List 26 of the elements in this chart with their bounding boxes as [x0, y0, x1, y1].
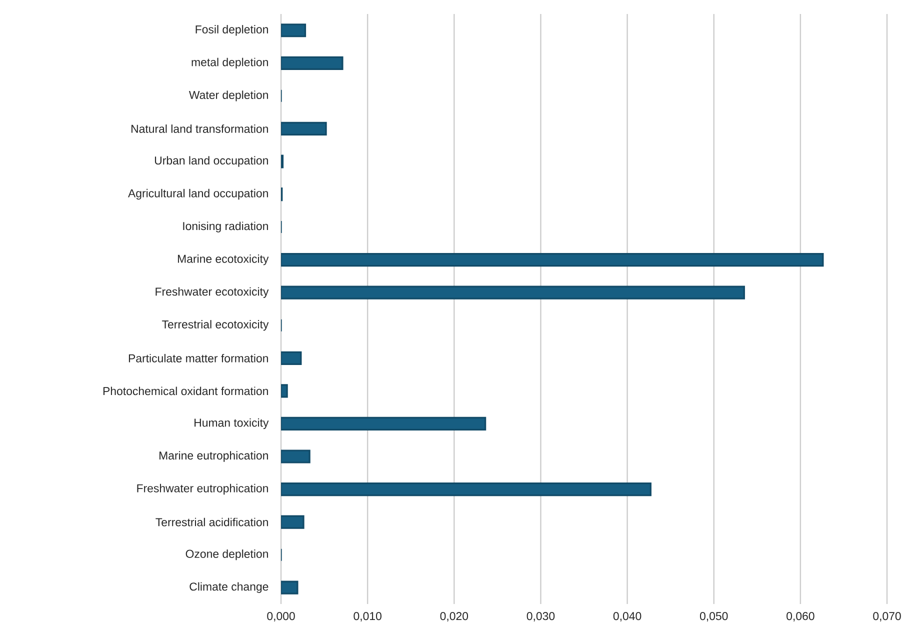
x-tick-label: 0,030: [526, 612, 555, 622]
y-tick-label: Terrestrial ecotoxicity: [162, 320, 269, 331]
y-tick-label: Urban land occupation: [154, 156, 268, 167]
y-tick-label: Terrestrial acidification: [156, 518, 268, 526]
x-tick-label: 0,040: [613, 612, 642, 622]
y-tick-label: Water depletion: [188, 90, 268, 102]
y-tick-label: Natural land transformation: [131, 124, 268, 133]
y-tick-label: Particulate matter formation: [128, 354, 268, 362]
y-tick-label: Freshwater eutrophication: [137, 484, 268, 495]
y-tick-label: Agricultural land occupation: [128, 188, 268, 200]
y-tick-label: Ionising radiation: [183, 222, 268, 232]
x-tick-label: 0,010: [354, 612, 382, 622]
x-tick-label: 0,000: [267, 612, 295, 622]
y-tick-label: Human toxicity: [194, 418, 269, 430]
y-tick-label: Marine ecotoxicity: [178, 254, 269, 266]
y-tick-label: Fosil depletion: [196, 25, 268, 36]
y-tick-label: Ozone depletion: [186, 549, 268, 560]
y-tick-label: Freshwater ecotoxicity: [156, 287, 269, 298]
y-tick-label: Photochemical oxidant formation: [103, 386, 268, 396]
y-tick-label: Marine eutrophication: [159, 451, 268, 462]
x-tick-label: 0,060: [786, 612, 814, 622]
x-tick-label: 0,020: [440, 612, 468, 622]
y-tick-label: Climate change: [190, 582, 268, 593]
x-tick-label: 0,050: [700, 612, 728, 622]
y-tick-label: metal depletion: [192, 58, 268, 68]
x-tick-label: 0,070: [873, 612, 901, 622]
